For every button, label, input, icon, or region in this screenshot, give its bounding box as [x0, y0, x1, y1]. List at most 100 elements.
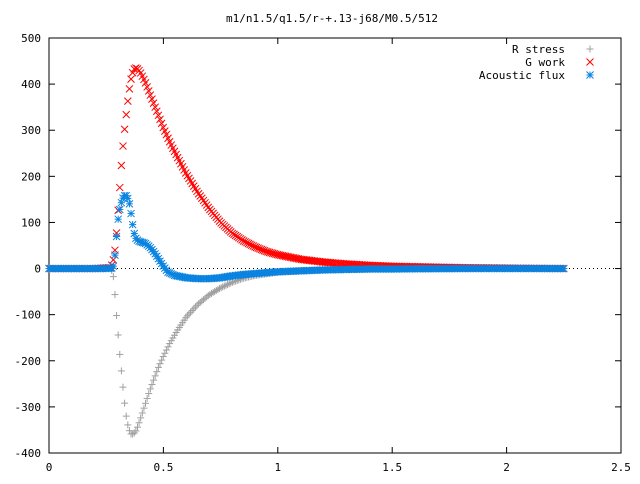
data-point: [159, 353, 167, 361]
data-point: [164, 343, 172, 351]
data-point: [114, 215, 123, 224]
data-point: [148, 381, 156, 389]
data-point: [145, 390, 153, 398]
y-tick-label: -400: [15, 447, 42, 460]
data-point: [292, 254, 301, 263]
data-point: [154, 363, 162, 371]
data-point: [109, 256, 118, 264]
data-point: [125, 427, 133, 435]
data-point: [129, 430, 137, 438]
data-point: [119, 142, 127, 150]
data-point: [153, 368, 161, 376]
data-point: [289, 254, 298, 262]
data-point: [275, 251, 283, 259]
data-point: [119, 383, 127, 391]
data-point: [142, 399, 150, 407]
data-point: [115, 205, 124, 214]
data-point: [146, 385, 154, 393]
data-point: [222, 281, 230, 289]
data-point: [114, 206, 123, 215]
y-tick-label: 300: [21, 124, 41, 137]
y-tick-label: -200: [15, 355, 42, 368]
data-point: [220, 282, 228, 290]
data-point: [183, 312, 191, 320]
data-point: [278, 251, 287, 260]
data-point: [284, 253, 293, 261]
data-point: [113, 312, 121, 320]
data-point: [188, 307, 196, 315]
data-point: [281, 252, 290, 261]
x-tick-label: 2.5: [611, 461, 631, 474]
data-point: [193, 301, 201, 309]
data-point: [158, 356, 166, 364]
data-point: [273, 250, 282, 259]
data-point: [216, 285, 224, 293]
data-point: [135, 419, 143, 427]
data-point: [116, 350, 124, 358]
data-point: [276, 251, 285, 260]
data-point: [166, 340, 174, 348]
data-point: [121, 399, 129, 407]
data-point: [128, 68, 137, 77]
data-point: [122, 110, 131, 119]
data-point: [162, 346, 170, 354]
data-point: [123, 97, 132, 105]
legend-marker: [586, 71, 594, 79]
data-point: [128, 220, 137, 229]
data-point: [187, 308, 195, 316]
data-point: [224, 281, 232, 289]
series-layer: [45, 64, 568, 438]
data-point: [109, 273, 117, 281]
data-point: [144, 87, 153, 95]
data-point: [143, 394, 151, 402]
data-point: [154, 111, 163, 120]
data-point: [120, 125, 129, 134]
data-point: [288, 253, 296, 262]
data-point: [133, 423, 141, 431]
data-point: [286, 253, 295, 262]
data-point: [191, 303, 199, 311]
y-tick-label: -100: [15, 309, 42, 322]
legend-label: G work: [525, 56, 565, 69]
data-point: [109, 262, 118, 270]
data-point: [283, 252, 291, 261]
data-point: [146, 91, 155, 99]
data-point: [156, 115, 164, 124]
data-point: [111, 251, 119, 259]
y-tick-label: 200: [21, 170, 41, 183]
data-point: [117, 367, 125, 375]
data-point: [149, 99, 158, 108]
y-tick-label: 400: [21, 78, 41, 91]
data-point: [190, 305, 198, 313]
data-point: [217, 284, 225, 292]
data-point: [148, 95, 156, 103]
data-point: [117, 161, 126, 170]
legend-label: Acoustic flux: [479, 69, 565, 82]
data-point: [161, 349, 169, 357]
data-point: [152, 107, 161, 116]
data-point: [127, 209, 135, 218]
plot-frame: [48, 37, 622, 454]
data-point: [143, 83, 151, 91]
y-tick-label: 0: [34, 263, 41, 276]
data-point: [219, 283, 227, 291]
data-point: [137, 414, 145, 422]
data-point: [156, 360, 164, 368]
data-point: [127, 75, 135, 83]
data-point: [123, 194, 132, 203]
legend-marker: [586, 58, 594, 66]
y-tick-label: 100: [21, 216, 41, 229]
data-point: [157, 119, 166, 128]
data-point: [124, 421, 132, 429]
data-point: [112, 232, 121, 241]
data-point: [150, 376, 158, 384]
data-point: [280, 252, 288, 260]
chart-title: m1/n1.5/q1.5/r-+.13-j68/M0.5/512: [226, 12, 438, 25]
legend-marker: [586, 45, 594, 53]
data-point: [138, 409, 146, 417]
x-tick-label: 0: [46, 461, 53, 474]
data-point: [125, 85, 134, 93]
data-point: [151, 372, 159, 380]
data-point: [115, 183, 124, 192]
